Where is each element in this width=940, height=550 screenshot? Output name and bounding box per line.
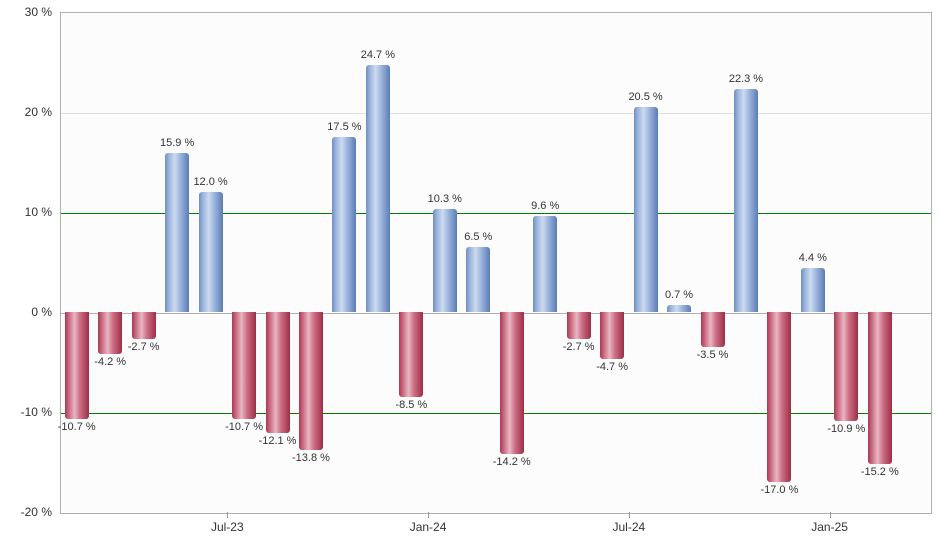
bar-label: 10.3 % — [428, 193, 462, 205]
bar — [165, 153, 189, 312]
bar — [667, 305, 691, 312]
bar — [132, 312, 156, 339]
bar-label: -13.8 % — [292, 452, 330, 464]
bar — [466, 247, 490, 312]
bar — [232, 312, 256, 419]
y-tick-label: 0 % — [2, 305, 52, 319]
bar-label: 9.6 % — [531, 200, 559, 212]
bar — [500, 312, 524, 454]
x-tick-mark — [830, 512, 831, 518]
x-tick-label: Jul-24 — [613, 520, 646, 534]
y-tick-label: 10 % — [2, 205, 52, 219]
bar-label: 15.9 % — [160, 137, 194, 149]
bar — [868, 312, 892, 464]
y-tick-label: -20 % — [2, 505, 52, 519]
bar — [767, 312, 791, 482]
y-tick-label: -10 % — [2, 405, 52, 419]
bar-label: -12.1 % — [259, 435, 297, 447]
bar-label: -8.5 % — [395, 399, 427, 411]
y-tick-label: 20 % — [2, 105, 52, 119]
bar — [65, 312, 89, 419]
bar — [199, 192, 223, 312]
bar-label: -14.2 % — [493, 456, 531, 468]
x-tick-label: Jan-25 — [811, 520, 848, 534]
bar — [600, 312, 624, 359]
bar — [433, 209, 457, 312]
bar-label: 24.7 % — [361, 49, 395, 61]
x-tick-label: Jul-23 — [211, 520, 244, 534]
bar — [634, 107, 658, 312]
x-tick-mark — [227, 512, 228, 518]
bar — [332, 137, 356, 312]
zero-line — [61, 313, 931, 314]
bar — [567, 312, 591, 339]
bar-label: 6.5 % — [464, 231, 492, 243]
x-tick-mark — [428, 512, 429, 518]
bar-label: -2.7 % — [563, 341, 595, 353]
bar — [399, 312, 423, 397]
bar-label: -15.2 % — [861, 466, 899, 478]
bar — [266, 312, 290, 433]
y-tick-label: 30 % — [2, 5, 52, 19]
bar-label: -3.5 % — [697, 349, 729, 361]
bar — [801, 268, 825, 312]
reference-line — [61, 213, 931, 214]
bar-label: -17.0 % — [760, 484, 798, 496]
bar-label: -10.7 % — [225, 421, 263, 433]
bar-label: 22.3 % — [729, 73, 763, 85]
bar-label: 17.5 % — [327, 121, 361, 133]
bar-label: -10.7 % — [58, 421, 96, 433]
bar — [98, 312, 122, 354]
bar — [299, 312, 323, 450]
bar — [834, 312, 858, 421]
bar — [366, 65, 390, 312]
bar — [701, 312, 725, 347]
bar-label: 20.5 % — [628, 91, 662, 103]
bar — [734, 89, 758, 312]
bar-label: -4.7 % — [596, 361, 628, 373]
bar-label: 12.0 % — [193, 176, 227, 188]
bar-label: 0.7 % — [665, 289, 693, 301]
reference-line — [61, 413, 931, 414]
bar-label: -10.9 % — [827, 423, 865, 435]
bar-label: -2.7 % — [128, 341, 160, 353]
bar-chart: -20 % -10 % 0 % 10 % 20 % 30 % Jul-23 Jan-24 Jul… — [0, 0, 940, 550]
bar — [533, 216, 557, 312]
x-tick-mark — [629, 512, 630, 518]
bar-label: -4.2 % — [94, 356, 126, 368]
grid-line — [61, 113, 931, 114]
x-tick-label: Jan-24 — [410, 520, 447, 534]
bar-label: 4.4 % — [799, 252, 827, 264]
